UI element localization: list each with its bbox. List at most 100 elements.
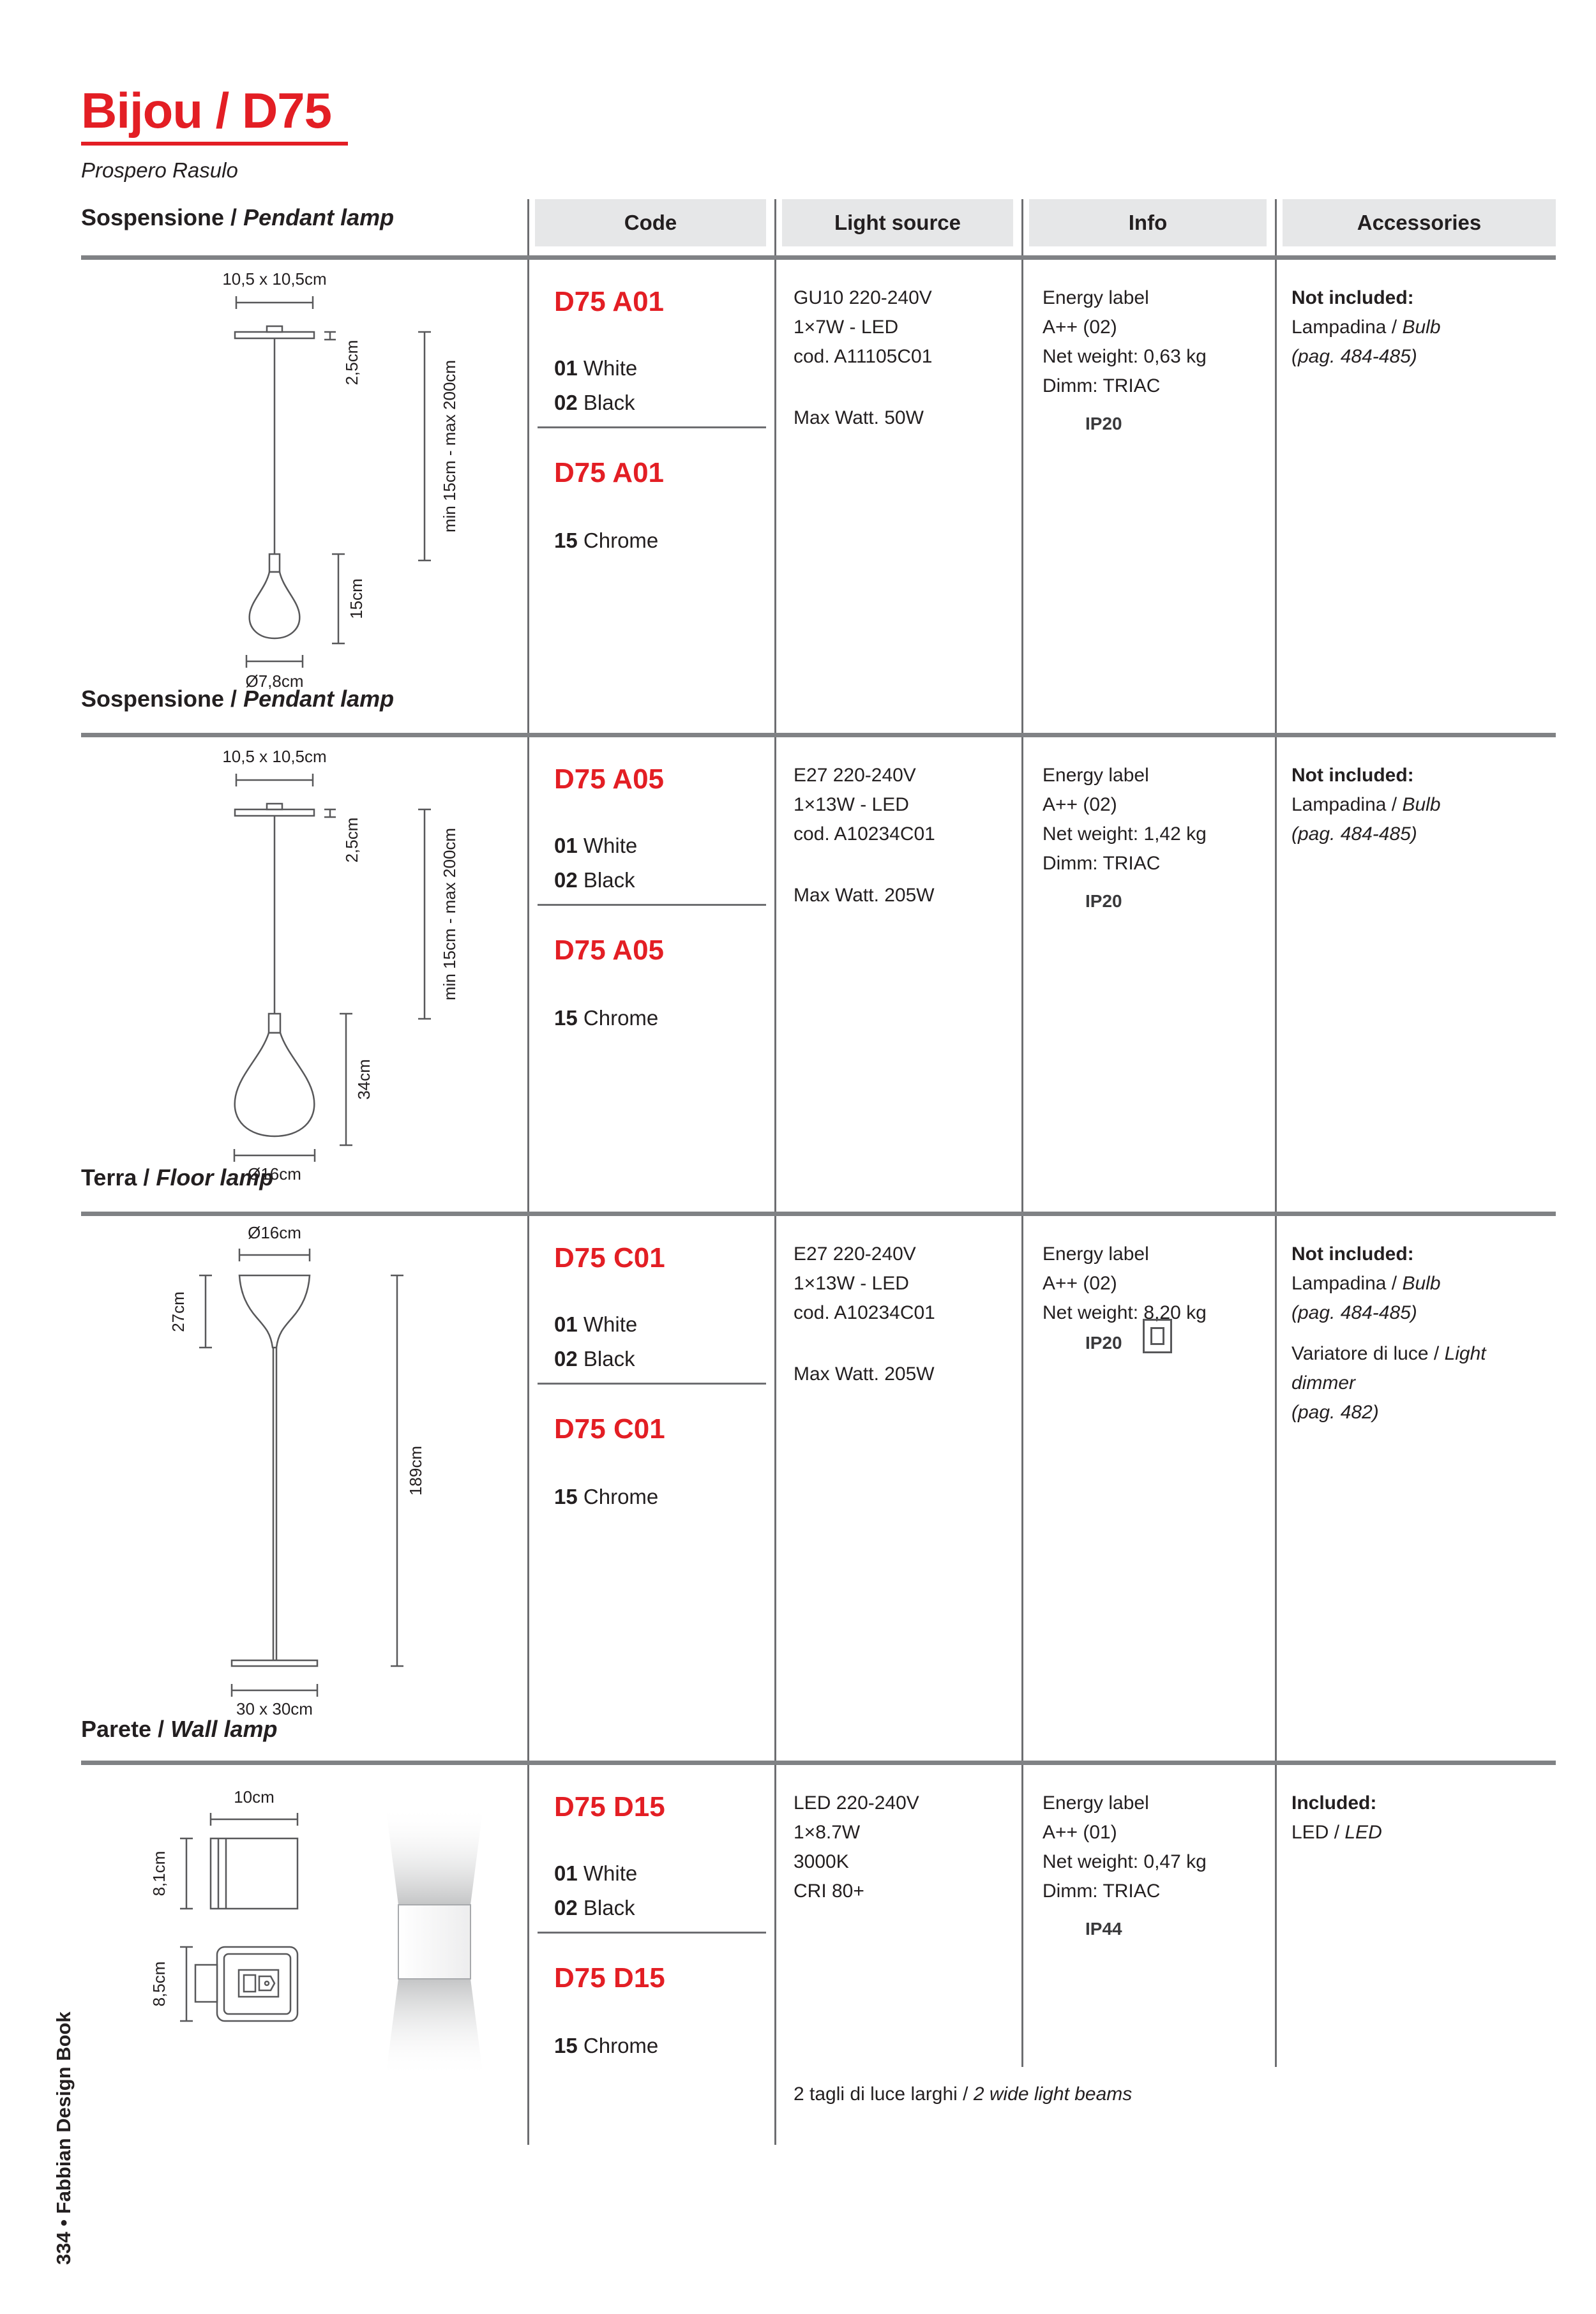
pendant-large-diagram: 10,5 x 10,5cm 2,5cm min 15cm - max 200cm… xyxy=(222,747,459,1183)
dim-plate-height: 8,5cm xyxy=(149,1962,169,2007)
accessories-page-ref: (pag. 484-485) xyxy=(1291,1302,1417,1323)
info-line: Dimm: TRIAC xyxy=(1043,853,1161,874)
product-code: D75 A05 xyxy=(554,935,665,966)
dim-suspension: min 15cm - max 200cm xyxy=(440,360,459,532)
info-line: Dimm: TRIAC xyxy=(1043,1881,1161,1902)
code-cell-divider xyxy=(538,1383,766,1385)
dim-shade-diameter: Ø16cm xyxy=(248,1223,301,1242)
row-rule-4 xyxy=(81,1761,1556,1765)
accessories-line: Variatore di luce / Light xyxy=(1291,1343,1486,1365)
variant-number: 02 xyxy=(554,391,578,414)
dim-line-shade-height xyxy=(332,553,345,645)
accessory-italic: Bulb xyxy=(1402,317,1441,338)
info-line: A++ (02) xyxy=(1043,794,1117,815)
light-source-line: cod. A10234C01 xyxy=(794,1302,935,1323)
finish-variant: 02 Black xyxy=(554,1896,635,1920)
max-watt-line: Max Watt. 205W xyxy=(794,1364,935,1385)
dim-suspension: min 15cm - max 200cm xyxy=(440,828,459,1000)
accessories-line: dimmer xyxy=(1291,1372,1356,1394)
finish-variant: 02 Black xyxy=(554,868,635,892)
dim-total-height: 189cm xyxy=(406,1446,425,1496)
title-underline xyxy=(81,142,348,146)
dim-line-width xyxy=(209,1813,299,1826)
accessories-title: Not included: xyxy=(1291,1243,1414,1265)
light-beams-note: 2 tagli di luce larghi / 2 wide light be… xyxy=(794,2084,1132,2105)
product-code: D75 C01 xyxy=(554,1242,665,1273)
note-roman: 2 tagli di luce larghi / xyxy=(794,2084,974,2105)
variant-name: Black xyxy=(583,1347,635,1371)
code-cell-divider xyxy=(538,904,766,906)
canopy xyxy=(234,331,315,340)
product-code: D75 D15 xyxy=(554,1962,665,1994)
info-line: A++ (01) xyxy=(1043,1822,1117,1843)
info-line: A++ (02) xyxy=(1043,317,1117,338)
info-line: Energy label xyxy=(1043,1243,1149,1265)
dimmer-symbol-icon xyxy=(1143,1319,1172,1353)
page-footer-vertical: 334 • Fabbian Design Book xyxy=(52,2011,75,2265)
ip-rating: IP20 xyxy=(1085,891,1122,911)
light-source-line: LED 220-240V xyxy=(794,1792,919,1814)
product-code: D75 A01 xyxy=(554,457,665,488)
col-divider-code-light xyxy=(774,199,776,2145)
light-source-line: E27 220-240V xyxy=(794,1243,916,1265)
accessory-italic: Light xyxy=(1444,1343,1486,1364)
dim-line-canopy-height xyxy=(324,808,336,818)
dim-base: 30 x 30cm xyxy=(236,1699,313,1718)
dim-line-plate-height xyxy=(180,1946,193,2022)
accessory-roman: Lampadina / xyxy=(1291,317,1403,338)
light-source-line: E27 220-240V xyxy=(794,765,916,786)
info-line: Dimm: TRIAC xyxy=(1043,375,1161,396)
dim-canopy-width: 10,5 x 10,5cm xyxy=(222,747,326,766)
variant-number: 02 xyxy=(554,1896,578,1920)
finish-variant: 01 White xyxy=(554,1312,637,1337)
dim-line-suspension xyxy=(418,331,431,562)
variant-name: White xyxy=(583,1861,638,1885)
section-label-english: Floor lamp xyxy=(156,1164,274,1191)
variant-number: 01 xyxy=(554,356,578,380)
info-line: Energy label xyxy=(1043,765,1149,786)
wall-lamp-side-view xyxy=(209,1837,299,1910)
canopy-stem xyxy=(266,325,283,333)
row-rule-3 xyxy=(81,1212,1556,1216)
variant-name: Chrome xyxy=(583,1006,659,1030)
info-line: Net weight: 0,63 kg xyxy=(1043,346,1207,367)
product-code: D75 A05 xyxy=(554,763,665,795)
accessories-title: Not included: xyxy=(1291,287,1414,308)
light-source-line: 1×7W - LED xyxy=(794,317,899,338)
dim-line-shade-diameter xyxy=(238,1249,311,1261)
column-header-light-source: Light source xyxy=(782,199,1013,246)
ip-rating: IP20 xyxy=(1085,414,1122,433)
section-label-english: Pendant lamp xyxy=(243,204,395,230)
variant-number: 15 xyxy=(554,2034,578,2057)
dim-shade-diameter: Ø16cm xyxy=(248,1164,301,1183)
accessory-roman: Variatore di luce / xyxy=(1291,1343,1445,1364)
dim-line-canopy-width xyxy=(235,296,314,309)
designer-name: Prospero Rasulo xyxy=(81,158,238,182)
light-source-line: 1×8.7W xyxy=(794,1822,861,1843)
dim-canopy-height: 2,5cm xyxy=(342,818,361,863)
accessories-page-ref: (pag. 484-485) xyxy=(1291,346,1417,367)
variant-number: 15 xyxy=(554,1006,578,1030)
product-code: D75 C01 xyxy=(554,1413,665,1445)
variant-number: 15 xyxy=(554,529,578,552)
dim-line-shade-height xyxy=(199,1274,212,1349)
info-line: Energy label xyxy=(1043,287,1149,308)
accessories-title: Included: xyxy=(1291,1792,1377,1814)
variant-name: Chrome xyxy=(583,2034,659,2057)
finish-variant: 15 Chrome xyxy=(554,2034,658,2058)
page-title: Bijou / D75 xyxy=(81,82,332,139)
variant-name: White xyxy=(583,356,638,380)
variant-name: Chrome xyxy=(583,1485,659,1508)
section-label-floor: Terra / Floor lamp xyxy=(81,1164,273,1191)
dim-line-canopy-width xyxy=(235,774,314,786)
section-label-wall: Parete / Wall lamp xyxy=(81,1716,277,1743)
dim-line-shade-height xyxy=(340,1012,352,1146)
column-header-accessories: Accessories xyxy=(1283,199,1556,246)
shade-stem xyxy=(267,1012,282,1034)
base xyxy=(230,1659,319,1667)
light-source-line: GU10 220-240V xyxy=(794,287,932,308)
section-label-italian: Parete / xyxy=(81,1716,171,1742)
accessory-roman: LED / xyxy=(1291,1822,1345,1843)
variant-number: 01 xyxy=(554,834,578,857)
variant-number: 01 xyxy=(554,1861,578,1885)
